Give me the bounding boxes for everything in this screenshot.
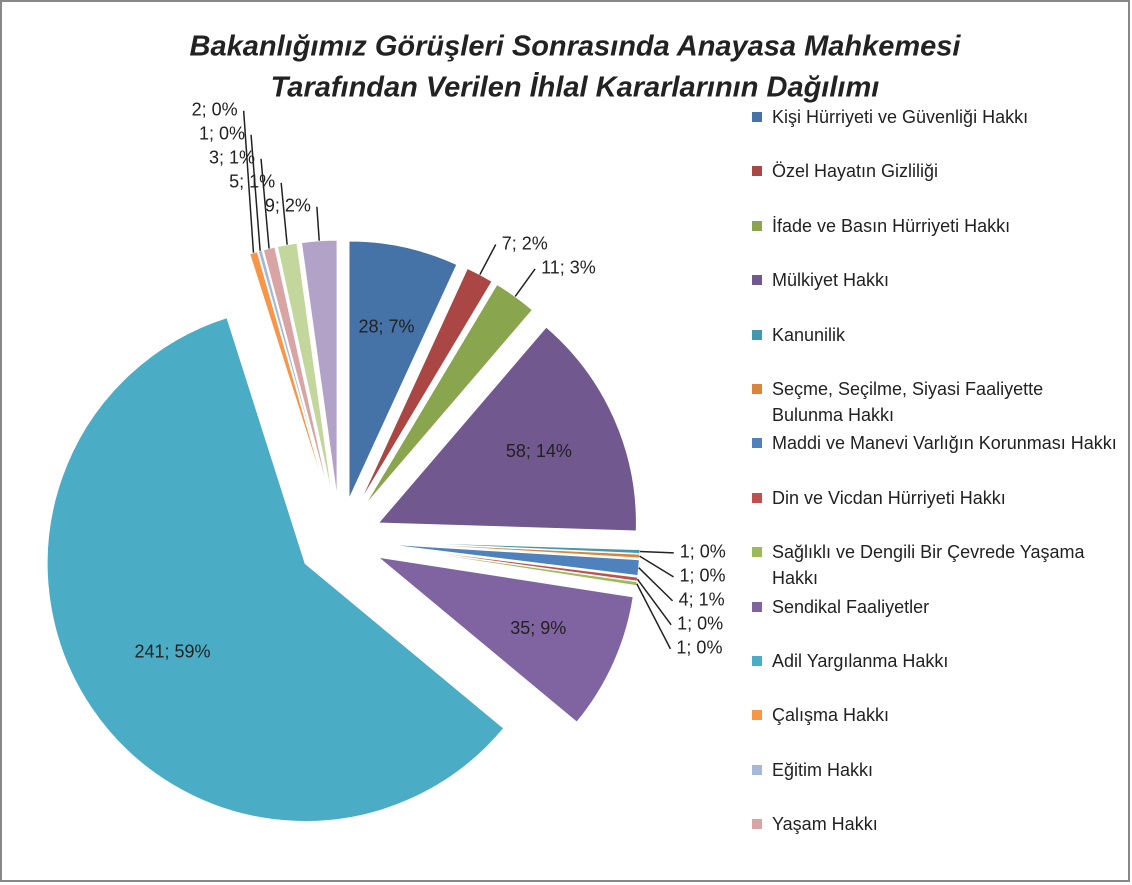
data-label: 1; 0% — [199, 124, 245, 144]
leader-line — [636, 578, 672, 626]
legend-label: Sağlıklı ve Dengili Bir Çevrede Yaşama H… — [772, 542, 1085, 589]
chart-title: Tarafından Verilen İhlal Kararlarının Da… — [271, 72, 880, 104]
legend-label: Yaşam Hakkı — [772, 814, 878, 835]
leader-line — [250, 134, 261, 251]
legend-swatch — [752, 112, 762, 122]
pie-slice — [300, 239, 338, 499]
legend-swatch — [752, 547, 762, 558]
legend-swatch — [752, 764, 762, 775]
legend-swatch — [752, 438, 762, 449]
leader-line — [242, 110, 255, 253]
pie-slice — [359, 267, 493, 504]
data-label: 1; 0% — [676, 638, 722, 658]
legend-label: Seçme, Seçilme, Siyasi Faaliyette Bulunm… — [772, 379, 1044, 425]
data-label: 1; 0% — [677, 614, 723, 634]
data-label: 58; 14% — [506, 441, 572, 461]
legend-label: Özel Hayatın Gizliliği — [772, 161, 939, 182]
legend-label: Çalışma Hakkı — [772, 705, 890, 726]
data-label: 28; 7% — [358, 316, 414, 336]
pie-slice — [364, 283, 534, 507]
legend-label: Eğitim Hakkı — [772, 759, 874, 780]
data-label: 241; 59% — [134, 642, 210, 662]
legend-label: Mülkiyet Hakkı — [772, 270, 890, 291]
legend-swatch — [752, 656, 762, 666]
pie-slice — [381, 541, 641, 555]
legend-label: Kişi Hürriyeti ve Güvenliği Hakkı — [772, 107, 1029, 127]
legend-swatch — [752, 384, 762, 394]
legend-label: Maddi ve Manevi Varlığın Korunması Hakkı — [772, 433, 1117, 454]
leader-line — [639, 550, 674, 554]
pie-slice — [376, 556, 634, 723]
legend-label: İfade ve Basın Hürriyeti Hakkı — [772, 215, 1011, 236]
data-label: 3; 1% — [209, 148, 255, 168]
leader-line — [280, 182, 288, 245]
pie-slice — [381, 543, 640, 577]
data-label: 2; 0% — [192, 100, 238, 120]
legend-label: Adil Yargılanma Hakkı — [772, 651, 949, 671]
data-label: 11; 3% — [541, 258, 596, 278]
data-label: 1; 0% — [680, 542, 726, 562]
pie-slice — [46, 316, 505, 822]
leader-line — [479, 244, 497, 275]
legend-swatch — [752, 601, 762, 612]
legend-label: Sendikal Faaliyetler — [772, 596, 930, 617]
data-label: 5; 1% — [229, 172, 275, 192]
legend-swatch — [752, 220, 762, 231]
data-label: 4; 1% — [679, 590, 725, 610]
legend-label: Din ve Vicdan Hürriyeti Hakkı — [772, 487, 1006, 508]
legend-swatch — [752, 275, 762, 286]
legend-label: Kanunilik — [772, 324, 846, 345]
legend-swatch — [752, 492, 762, 503]
pie-slice — [381, 544, 639, 582]
leader-line — [638, 567, 674, 602]
pie-slice — [377, 326, 637, 532]
pie-slice — [262, 246, 331, 500]
leader-line — [316, 206, 320, 241]
data-label: 35; 9% — [510, 618, 566, 638]
leader-line — [514, 268, 536, 297]
pie-slice — [348, 240, 458, 500]
leader-line — [260, 158, 270, 249]
legend-swatch — [752, 329, 762, 340]
leader-line — [636, 583, 672, 650]
data-label: 7; 2% — [502, 233, 548, 253]
data-label: 9; 2% — [265, 196, 311, 216]
data-label: 1; 0% — [680, 566, 726, 586]
legend-swatch — [752, 166, 762, 177]
chart-title: Bakanlığımız Görüşleri Sonrasında Anayas… — [190, 31, 962, 63]
leader-line — [639, 555, 674, 578]
legend-swatch — [752, 819, 762, 830]
legend-swatch — [752, 710, 762, 721]
